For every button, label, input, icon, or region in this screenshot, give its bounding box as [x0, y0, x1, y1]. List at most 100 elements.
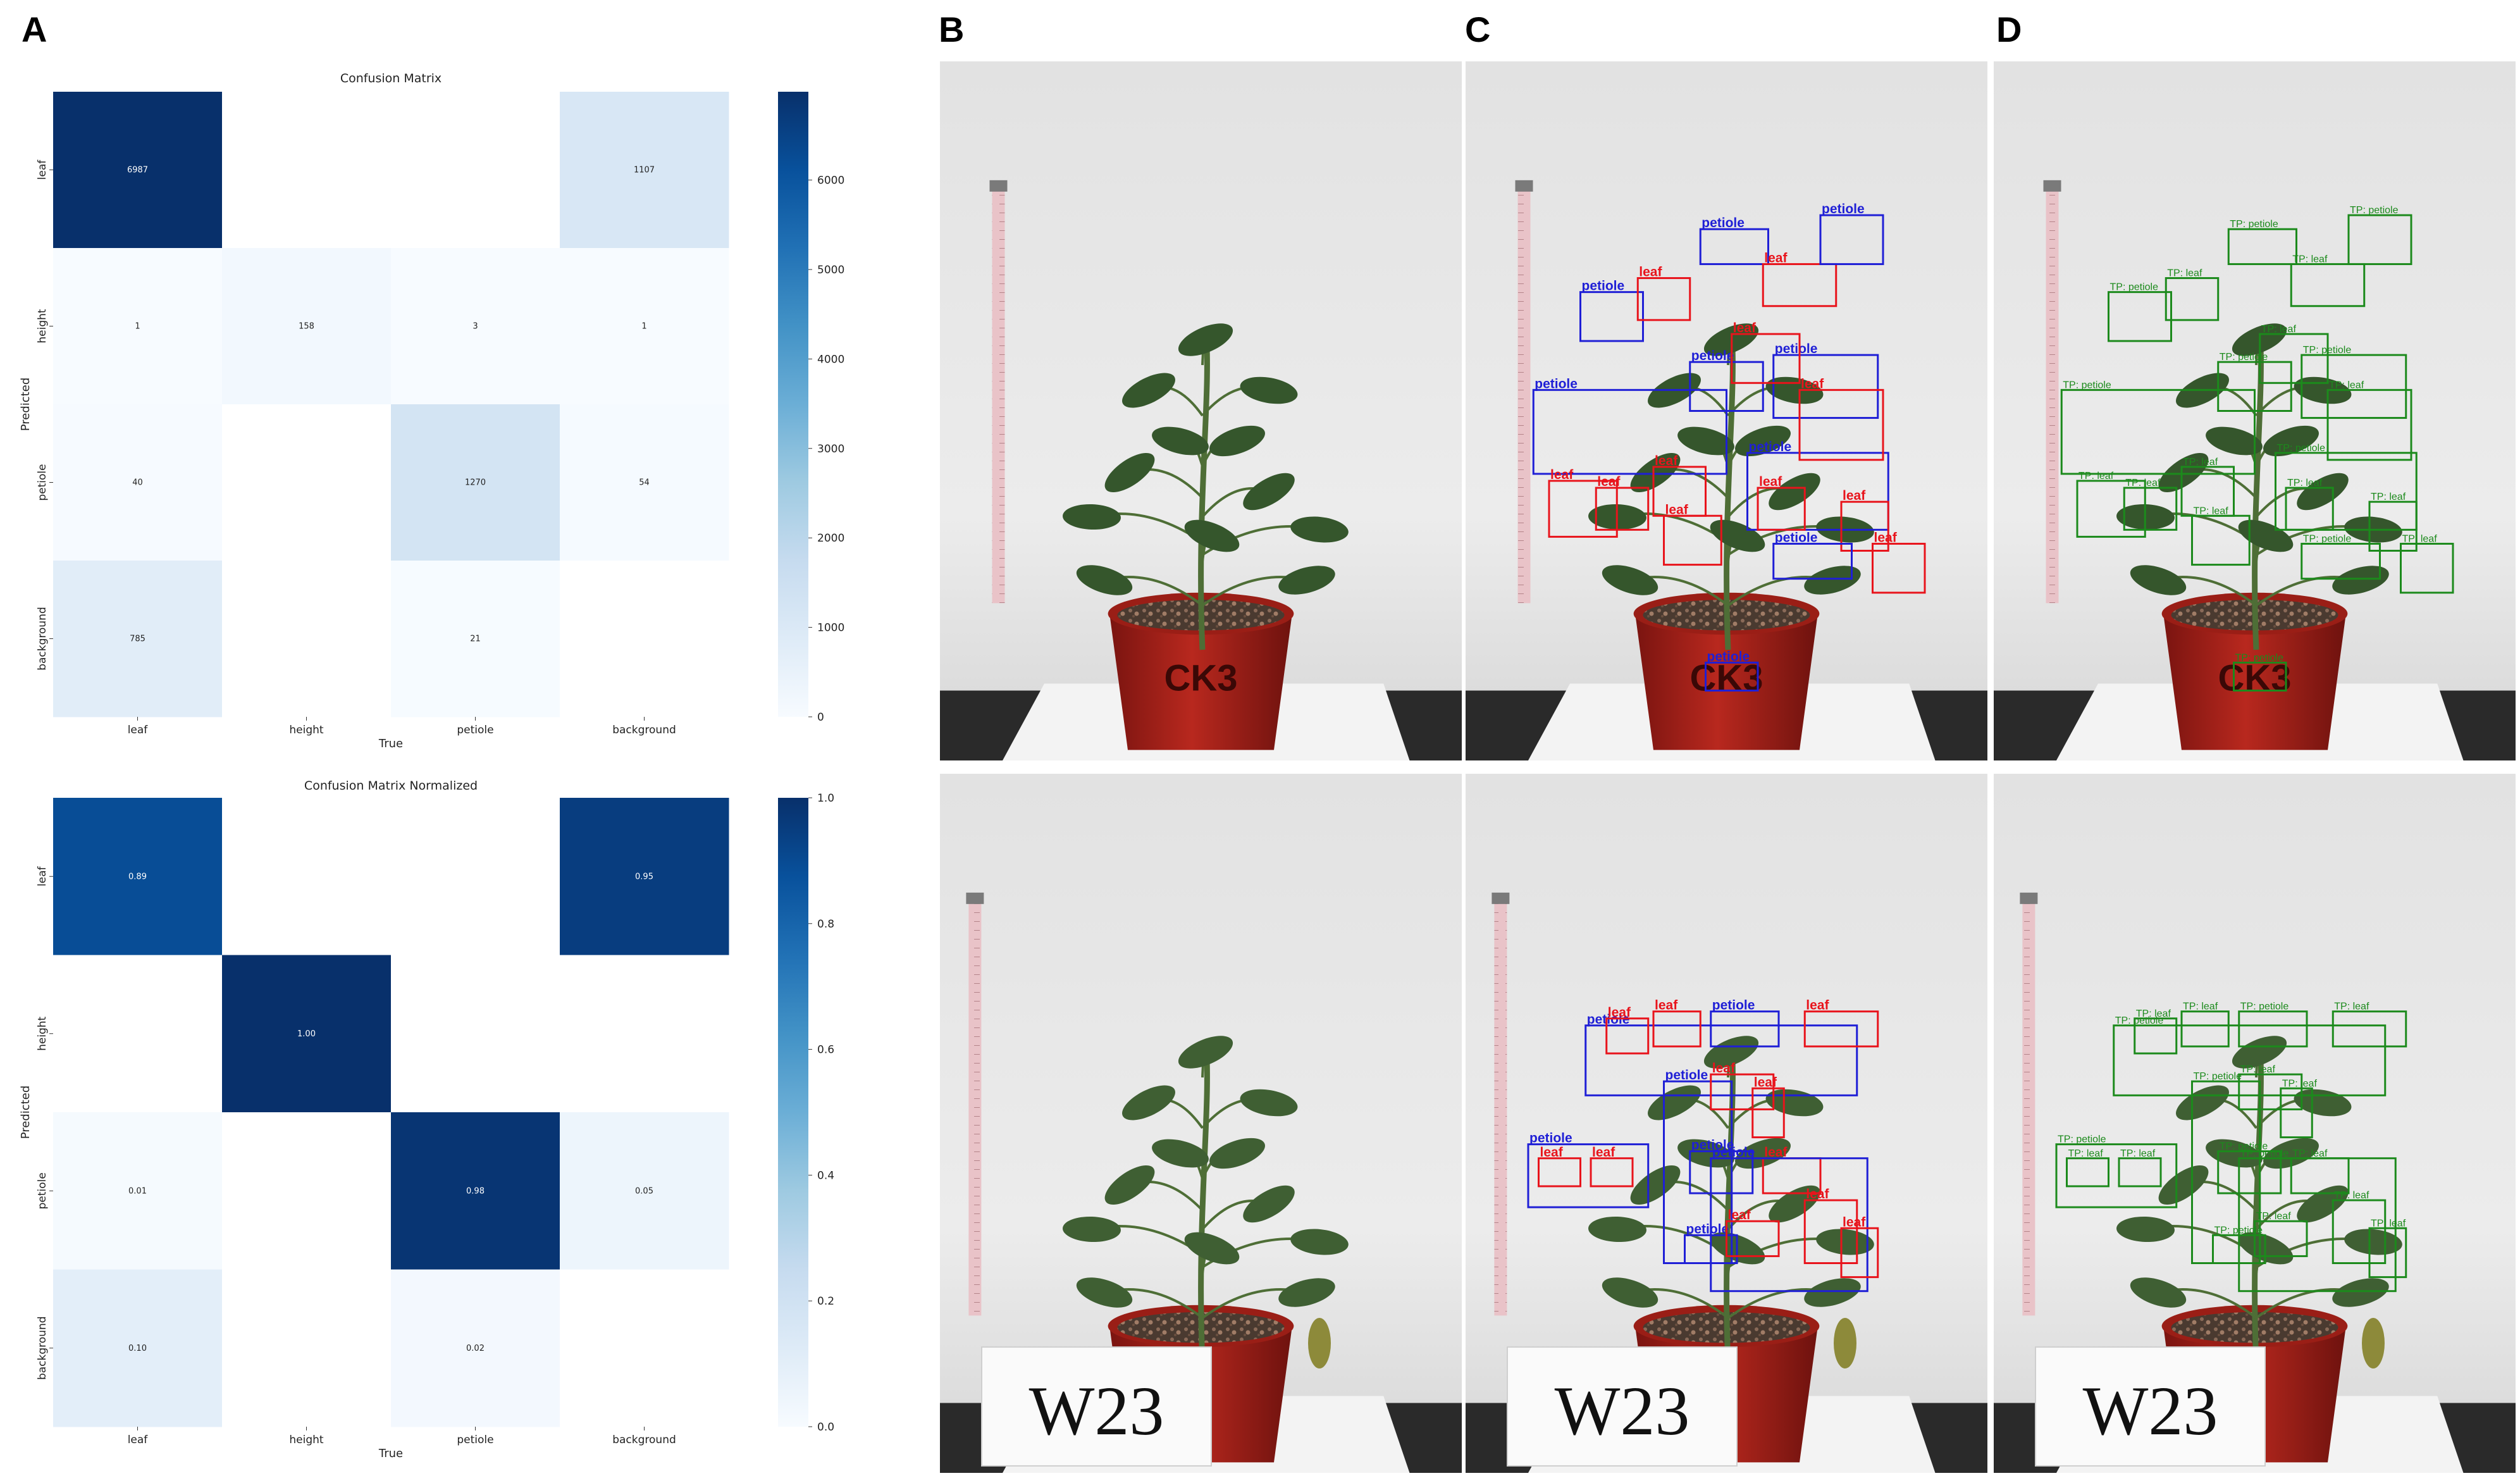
tp-box — [2217, 1150, 2282, 1194]
petiole-box — [1584, 1024, 1858, 1096]
cell-value: 0.02 — [466, 1344, 485, 1353]
y-tick-label: leaf — [36, 866, 49, 886]
tp-box-label: TP: leaf — [2334, 1002, 2369, 1012]
plant-leaf — [2158, 1165, 2209, 1205]
tape-clip — [989, 180, 1008, 192]
leaf-box — [1762, 263, 1838, 307]
tp-box — [2301, 354, 2407, 419]
leaf-box — [1803, 1199, 1858, 1265]
tp-box-label: TP: leaf — [2194, 506, 2229, 516]
heatmap-cell — [53, 798, 223, 955]
tape-clip — [1492, 892, 1510, 904]
x-tick-label: height — [289, 1434, 324, 1446]
leaf-box — [1710, 1073, 1775, 1110]
heatmap-cell — [391, 1269, 560, 1427]
tp-box-label: TP: leaf — [2078, 471, 2114, 481]
tape-clip — [966, 892, 984, 904]
heatmap-cell — [560, 248, 729, 405]
tp-box — [2066, 1157, 2109, 1188]
colorbar-tick-label: 0.2 — [817, 1295, 834, 1308]
plant-leaf — [2263, 1138, 2319, 1169]
tp-box — [2238, 1157, 2397, 1293]
tp-box-label: TP: leaf — [2183, 457, 2218, 468]
measuring-tape — [2046, 183, 2059, 604]
tp-box-label: TP: leaf — [2402, 533, 2438, 544]
tp-box — [2212, 1234, 2266, 1265]
plant-leaf — [2238, 519, 2294, 552]
photo: CK3 TP: petiole TP: leaf TP: leaf TP: leaf TP… — [1994, 61, 2516, 760]
plant-stem — [2252, 1039, 2264, 1363]
tp-box-label: TP: petiole — [2350, 205, 2399, 216]
cell-value: 21 — [470, 635, 481, 644]
plant-leaf — [1769, 1185, 1820, 1223]
tp-box — [2118, 1157, 2162, 1188]
leaf-box-label: leaf — [1764, 251, 1788, 265]
y-tick-label: petiole — [36, 1172, 49, 1209]
petiole-box-label: petiole — [1582, 279, 1625, 294]
x-axis-label: True — [378, 737, 403, 750]
x-tick-label: background — [612, 724, 676, 736]
x-tick-label: petiole — [457, 1434, 493, 1446]
petiole-box-label: petiole — [1707, 649, 1750, 664]
plant-leaf — [2332, 566, 2389, 595]
cell-value: 1 — [641, 322, 646, 332]
heatmap-cell — [53, 955, 223, 1113]
plant-leaf — [1184, 1232, 1240, 1265]
plant-leaf — [1063, 1216, 1121, 1243]
y-tick-label: background — [36, 1316, 49, 1380]
leaf-box — [1726, 1220, 1780, 1257]
heatmap-cell — [391, 561, 560, 717]
heatmap-cell — [560, 561, 729, 717]
tp-box — [2134, 1017, 2178, 1055]
plant-leaf — [2130, 1277, 2187, 1308]
tp-box — [2254, 1220, 2308, 1257]
plant-leaf — [1104, 1165, 1155, 1205]
colorbar-tick-label: 4000 — [817, 353, 844, 366]
tape-clip — [2043, 180, 2061, 192]
plant-leaf — [1152, 426, 1209, 456]
plant-leaf — [2344, 1229, 2402, 1255]
leaf-box-label: leaf — [1665, 502, 1689, 517]
plant-leaf — [1122, 373, 1175, 408]
measuring-tape — [992, 183, 1005, 604]
tp-box — [2060, 388, 2256, 475]
plant-stem — [2252, 326, 2264, 650]
petiole-box — [1772, 542, 1853, 580]
leaf-box — [1538, 1157, 1581, 1188]
colorbar-tick-label: 0.6 — [817, 1044, 834, 1057]
leaf-box-label: leaf — [1806, 1187, 1829, 1201]
plant-leaf — [1290, 516, 1349, 543]
x-tick-label: height — [289, 724, 324, 736]
tp-box-label: TP: petiole — [2220, 352, 2268, 363]
plant-leaf — [2158, 452, 2209, 493]
tp-box — [2285, 487, 2334, 531]
petiole-box-label: petiole — [1775, 342, 1818, 356]
tp-box-label: TP: leaf — [2125, 478, 2161, 488]
plant-leaf — [1240, 1089, 1298, 1117]
tp-box — [2055, 1143, 2178, 1208]
tp-box-label: TP: leaf — [2167, 268, 2202, 279]
heatmap-cell — [222, 92, 392, 249]
tp-box — [2180, 1010, 2230, 1048]
tp-box-label: TP: leaf — [2261, 324, 2297, 335]
petiole-box-label: petiole — [1712, 1145, 1755, 1160]
petiole-box — [1746, 452, 1889, 531]
heatmap-cell — [222, 1269, 392, 1427]
wilted-leaf — [1834, 1318, 1856, 1368]
leaf-box-label: leaf — [1608, 1005, 1631, 1020]
photo: W23 — [940, 774, 1462, 1473]
pot-label: CK3 — [2218, 658, 2291, 699]
heatmap-cell — [222, 248, 392, 405]
petiole-box — [1772, 354, 1879, 419]
leaf-box-label: leaf — [1597, 475, 1621, 489]
leaf-box-label: leaf — [1550, 468, 1574, 482]
plant-leaf — [1240, 376, 1298, 404]
plant-leaf — [2263, 425, 2319, 457]
photo-panels: CK3 CK3 petiole leaf leaf leaf petiole leaf leaf… — [940, 61, 2516, 1473]
photo: CK3 — [940, 61, 1462, 760]
colorbar-tick-label: 5000 — [817, 264, 844, 276]
petiole-box-label: petiole — [1775, 530, 1818, 545]
plant-leaf — [1804, 566, 1861, 595]
plant-leaf — [1104, 452, 1155, 493]
cell-value: 0.10 — [128, 1344, 147, 1353]
